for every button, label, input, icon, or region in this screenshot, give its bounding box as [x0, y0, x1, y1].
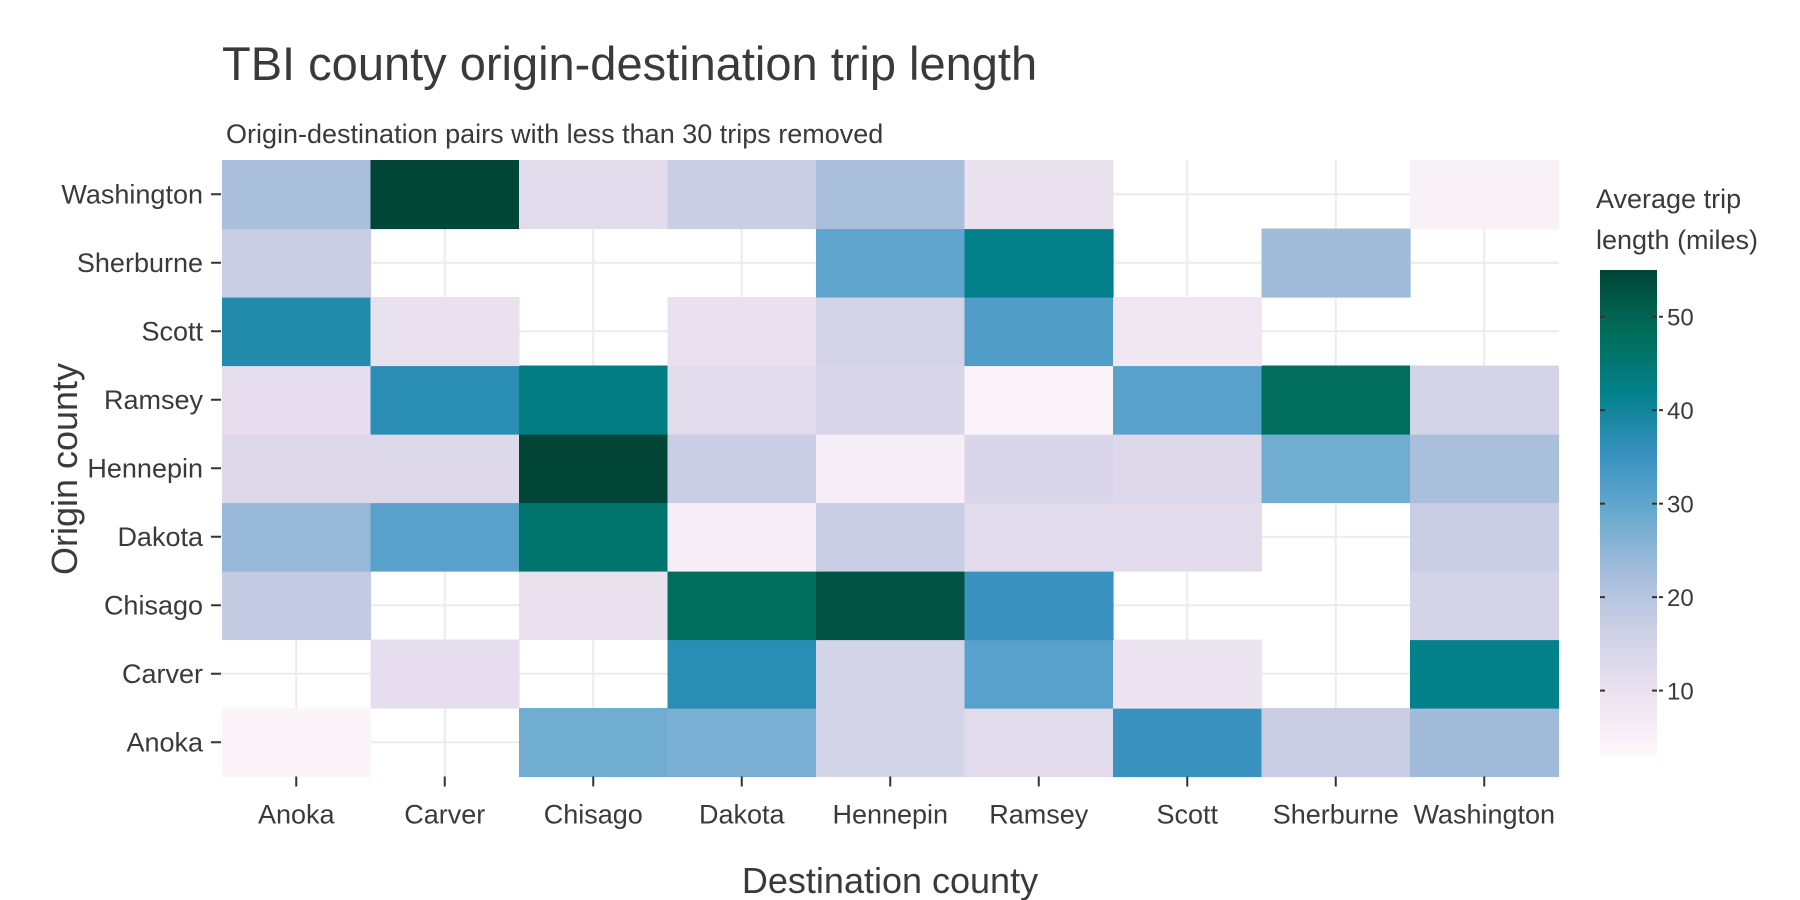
heatmap-cell-washington-anoka — [222, 160, 372, 230]
heatmap-cell-anoka-chisago — [519, 708, 669, 778]
heatmap-cell-scott-hennepin — [816, 297, 966, 367]
colorbar-tick-label: 50 — [1667, 305, 1694, 332]
colorbar-tick-label: 40 — [1667, 398, 1694, 425]
x-tick-label: Washington — [1413, 800, 1555, 830]
heatmap-cell-carver-dakota — [667, 639, 817, 709]
heatmap-cell-scott-dakota — [667, 297, 817, 367]
heatmap-cell-hennepin-washington — [1410, 434, 1560, 504]
heatmap-cell-washington-ramsey — [964, 160, 1114, 230]
heatmap-cell-dakota-anoka — [222, 502, 372, 572]
x-axis: Anoka Carver Chisago Dakota Hennepin Ramsey Sc… — [258, 776, 1555, 830]
colorbar-tick-label: 30 — [1667, 492, 1694, 519]
heatmap-cell-ramsey-washington — [1410, 365, 1560, 435]
heatmap-cell-ramsey-dakota — [667, 365, 817, 435]
x-axis-title: Destination county — [742, 860, 1038, 900]
heatmap-cell-carver-ramsey — [964, 639, 1114, 709]
heatmap-cell-chisago-dakota — [667, 571, 817, 641]
y-tick-label: Dakota — [117, 522, 204, 552]
heatmap-cell-hennepin-dakota — [667, 434, 817, 504]
colorbar-tick-label: 10 — [1667, 679, 1694, 706]
heatmap-cell-anoka-hennepin — [816, 708, 966, 778]
heatmap-cell-dakota-ramsey — [964, 502, 1114, 572]
heatmap-cell-chisago-hennepin — [816, 571, 966, 641]
heatmap-cell-anoka-washington — [1410, 708, 1560, 778]
heatmap-cell-dakota-carver — [370, 502, 520, 572]
heatmap-cell-washington-chisago — [519, 160, 669, 230]
heatmap-cell-dakota-hennepin — [816, 502, 966, 572]
x-tick-label: Scott — [1156, 800, 1218, 830]
heatmap-cell-hennepin-anoka — [222, 434, 372, 504]
colorbar — [1600, 270, 1657, 756]
x-tick-label: Ramsey — [989, 800, 1089, 830]
legend-title-line: length (miles) — [1596, 225, 1758, 255]
y-axis: Anoka Carver Chisago Dakota Hennepin Ramsey Sc… — [61, 179, 221, 757]
heatmap-cell-sherburne-hennepin — [816, 228, 966, 298]
heatmap-cell-anoka-ramsey — [964, 708, 1114, 778]
heatmap-cell-anoka-scott — [1113, 708, 1263, 778]
heatmap-cell-chisago-chisago — [519, 571, 669, 641]
heatmap-cell-scott-anoka — [222, 297, 372, 367]
heatmap-cell-hennepin-hennepin — [816, 434, 966, 504]
chart-title: TBI county origin-destination trip lengt… — [222, 37, 1037, 90]
y-axis-title: Origin county — [44, 363, 85, 575]
heatmap-cell-scott-scott — [1113, 297, 1263, 367]
heatmap-cell-hennepin-ramsey — [964, 434, 1114, 504]
heatmap-cell-sherburne-ramsey — [964, 228, 1114, 298]
heatmap-cell-ramsey-anoka — [222, 365, 372, 435]
heatmap-cell-dakota-scott — [1113, 502, 1263, 572]
chart-subtitle: Origin-destination pairs with less than … — [226, 119, 883, 149]
heatmap-cell-carver-carver — [370, 639, 520, 709]
x-tick-label: Hennepin — [832, 800, 948, 830]
x-tick-label: Carver — [404, 800, 485, 830]
x-tick-label: Dakota — [699, 800, 786, 830]
y-tick-label: Washington — [61, 179, 203, 209]
heatmap-cell-carver-washington — [1410, 639, 1560, 709]
heatmap-cell-scott-ramsey — [964, 297, 1114, 367]
heatmap-cell-sherburne-sherburne — [1261, 228, 1411, 298]
heatmap-cell-ramsey-carver — [370, 365, 520, 435]
heatmap-cell-chisago-anoka — [222, 571, 372, 641]
colorbar-legend: Average trip length (miles) 10 20 30 40 50 — [1596, 184, 1758, 756]
legend-title-line: Average trip — [1596, 184, 1741, 214]
heatmap-cell-anoka-anoka — [222, 708, 372, 778]
colorbar-tick-label: 20 — [1667, 585, 1694, 612]
heatmap-cell-chisago-washington — [1410, 571, 1560, 641]
heatmap-cell-ramsey-hennepin — [816, 365, 966, 435]
heatmap-cell-washington-dakota — [667, 160, 817, 230]
heatmap-cell-chisago-ramsey — [964, 571, 1114, 641]
x-tick-label: Chisago — [544, 800, 643, 830]
heatmap-cell-sherburne-anoka — [222, 228, 372, 298]
y-tick-label: Sherburne — [77, 248, 203, 278]
heatmap-cell-ramsey-chisago — [519, 365, 669, 435]
heatmap-cell-hennepin-chisago — [519, 434, 669, 504]
heatmap-cell-anoka-sherburne — [1261, 708, 1411, 778]
heatmap-cell-ramsey-sherburne — [1261, 365, 1411, 435]
heatmap-cell-dakota-washington — [1410, 502, 1560, 572]
heatmap-cell-carver-scott — [1113, 639, 1263, 709]
heatmap-cell-hennepin-sherburne — [1261, 434, 1411, 504]
y-tick-label: Carver — [122, 659, 203, 689]
x-tick-label: Anoka — [258, 800, 336, 830]
x-tick-label: Sherburne — [1273, 800, 1399, 830]
heatmap-cell-hennepin-scott — [1113, 434, 1263, 504]
heatmap-cell-washington-carver — [370, 160, 520, 230]
y-tick-label: Scott — [141, 316, 203, 346]
heatmap-cell-washington-washington — [1410, 160, 1560, 230]
heatmap-cell-carver-hennepin — [816, 639, 966, 709]
y-tick-label: Chisago — [104, 590, 203, 620]
heatmap-cell-ramsey-scott — [1113, 365, 1263, 435]
y-tick-label: Ramsey — [104, 385, 204, 415]
heatmap-cells — [222, 160, 1560, 778]
y-tick-label: Anoka — [126, 727, 204, 757]
heatmap-cell-dakota-dakota — [667, 502, 817, 572]
heatmap-cell-dakota-chisago — [519, 502, 669, 572]
y-tick-label: Hennepin — [87, 453, 203, 483]
heatmap-cell-washington-hennepin — [816, 160, 966, 230]
heatmap-cell-anoka-dakota — [667, 708, 817, 778]
heatmap-cell-ramsey-ramsey — [964, 365, 1114, 435]
heatmap-cell-scott-carver — [370, 297, 520, 367]
heatmap-cell-hennepin-carver — [370, 434, 520, 504]
